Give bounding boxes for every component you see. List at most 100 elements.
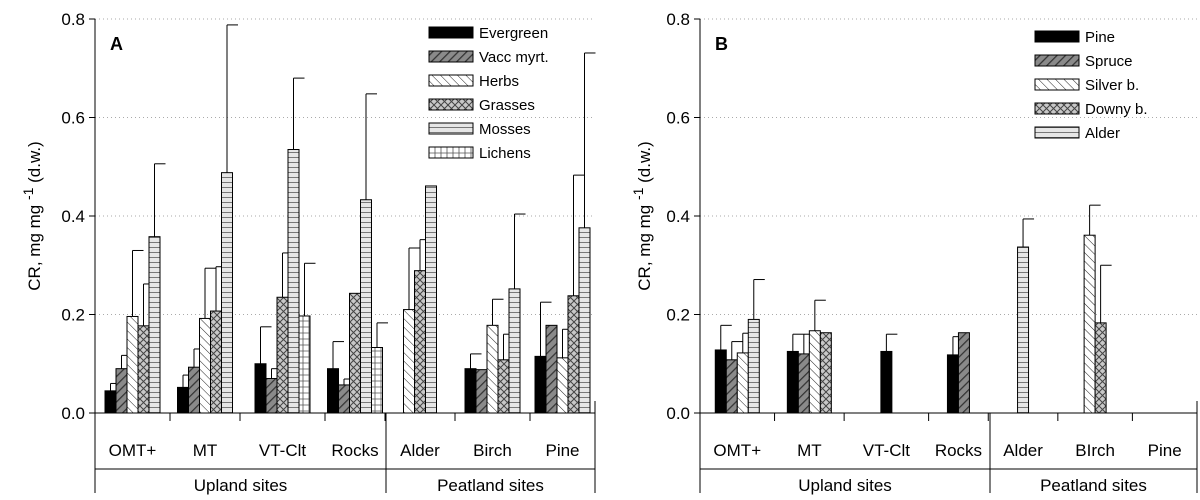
x-tick-label-omt: OMT+ [109, 441, 157, 460]
x-tick-label-vt-clt: VT-Clt [259, 441, 307, 460]
y-axis-label: CR, mg mg -1 (d.w.) [630, 141, 654, 290]
x-tick-label-alder: Alder [400, 441, 440, 460]
bar-vacc-myrt-mt [188, 366, 200, 414]
x-tick-label-birch: Birch [473, 441, 512, 460]
legend-swatch-alder [1034, 126, 1080, 139]
bar-grasses-omt [137, 325, 150, 414]
legend-swatch-evergreen [428, 26, 474, 39]
legend-swatch-pine [1034, 30, 1080, 43]
legend-swatch-vacc-myrt [428, 50, 474, 63]
bar-vacc-myrt-omt [115, 368, 128, 414]
legend-swatch-lichens [428, 146, 474, 159]
x-tick-label-omt: OMT+ [713, 441, 761, 460]
legend-label-downy-b: Downy b. [1085, 101, 1148, 118]
bar-lichens-vt-clt [298, 315, 311, 414]
bar-spruce-mt [797, 353, 810, 414]
legend-swatch-grasses [428, 98, 474, 111]
y-axis-label: CR, mg mg -1 (d.w.) [20, 141, 44, 290]
bar-mosses-rocks [360, 199, 372, 414]
y-tick-label: 0.4 [666, 207, 690, 226]
legend-label-spruce: Spruce [1085, 53, 1133, 70]
bar-evergreen-vt-clt [254, 363, 267, 414]
bar-pine-omt [714, 349, 727, 414]
bar-silver-b-mt [808, 330, 821, 414]
bar-grasses-alder [414, 270, 426, 414]
bar-grasses-mt [210, 310, 222, 414]
bar-alder-alder [1017, 246, 1030, 414]
legend-swatch-spruce [1034, 54, 1080, 67]
bar-lichens-rocks [371, 346, 383, 414]
bar-alder-omt [747, 318, 760, 414]
bar-spruce-omt [725, 359, 738, 414]
bar-pine-rocks [946, 354, 959, 414]
bar-mosses-birch [508, 288, 521, 414]
bar-mosses-alder [425, 185, 437, 414]
bar-mosses-vt-clt [287, 149, 300, 414]
y-tick-label: 0.2 [666, 306, 690, 325]
legend-label-herbs: Herbs [479, 73, 519, 90]
y-tick-label: 0.8 [61, 10, 85, 29]
y-tick-label: 0.4 [61, 207, 85, 226]
legend-swatch-silver-b [1034, 78, 1080, 91]
bar-evergreen-birch [464, 368, 477, 414]
y-tick-label: 0.6 [61, 109, 85, 128]
bar-pine-vt-clt [880, 350, 893, 414]
panel-label: B [715, 34, 728, 54]
bar-mosses-mt [221, 172, 233, 414]
y-tick-label: 0.0 [666, 404, 690, 423]
bar-mosses-pine [578, 227, 591, 414]
x-tick-label-pine: Pine [545, 441, 579, 460]
bar-herbs-pine [556, 357, 569, 414]
panel-b: 0.0 0.2 0.4 0.6 0.8 OMT+ MT VT-Clt Rocks Alder BIr… [630, 10, 1198, 495]
legend-label-vacc-myrt: Vacc myrt. [479, 49, 549, 66]
legend-label-silver-b: Silver b. [1085, 77, 1139, 94]
y-tick-label: 0.8 [666, 10, 690, 29]
panel-label: A [110, 34, 123, 54]
y-tick-label: 0.6 [666, 109, 690, 128]
panel-a: 0.0 0.2 0.4 0.6 0.8 OMT+ MT VT-Clt Rocks Alder Bir… [20, 10, 596, 495]
bar-grasses-pine [567, 295, 580, 414]
bar-evergreen-pine [534, 355, 547, 414]
legend-swatch-mosses [428, 122, 474, 135]
x-tick-label-mt: MT [193, 441, 218, 460]
bar-herbs-birch [486, 324, 499, 414]
bar-grasses-rocks [349, 292, 361, 414]
group-label-upland-sites: Upland sites [194, 476, 288, 495]
bar-silver-b-birch [1083, 234, 1096, 414]
bar-downy-b-mt [819, 332, 832, 414]
bar-herbs-alder [403, 309, 415, 414]
bar-pine-mt [786, 350, 799, 414]
bar-vacc-myrt-pine [545, 324, 558, 414]
legend-swatch-downy-b [1034, 102, 1080, 115]
bar-silver-b-omt [736, 352, 749, 414]
x-tick-label-mt: MT [797, 441, 822, 460]
y-tick-label: 0.0 [61, 404, 85, 423]
bar-vacc-myrt-birch [475, 369, 488, 414]
x-tick-label-pine: Pine [1148, 441, 1182, 460]
bar-herbs-mt [199, 317, 211, 414]
legend-label-evergreen: Evergreen [479, 25, 548, 42]
bar-vacc-myrt-rocks [338, 384, 350, 414]
legend-label-pine: Pine [1085, 29, 1115, 46]
bar-evergreen-mt [177, 386, 189, 414]
x-tick-label-rocks: Rocks [935, 441, 982, 460]
x-tick-label-birch: BIrch [1075, 441, 1115, 460]
bar-grasses-vt-clt [276, 296, 289, 414]
legend-label-grasses: Grasses [479, 97, 535, 114]
x-tick-label-vt-clt: VT-Clt [863, 441, 911, 460]
bar-spruce-rocks [957, 332, 970, 414]
group-label-upland-sites: Upland sites [798, 476, 892, 495]
group-label-peatland-sites: Peatland sites [1040, 476, 1147, 495]
legend-label-alder: Alder [1085, 125, 1120, 142]
x-tick-label-alder: Alder [1003, 441, 1043, 460]
x-tick-label-rocks: Rocks [331, 441, 378, 460]
bar-vacc-myrt-vt-clt [265, 378, 278, 414]
bar-evergreen-omt [104, 390, 117, 414]
legend-swatch-herbs [428, 74, 474, 87]
bar-mosses-omt [148, 236, 161, 414]
bar-grasses-birch [497, 359, 510, 414]
y-tick-label: 0.2 [61, 306, 85, 325]
group-label-peatland-sites: Peatland sites [437, 476, 544, 495]
